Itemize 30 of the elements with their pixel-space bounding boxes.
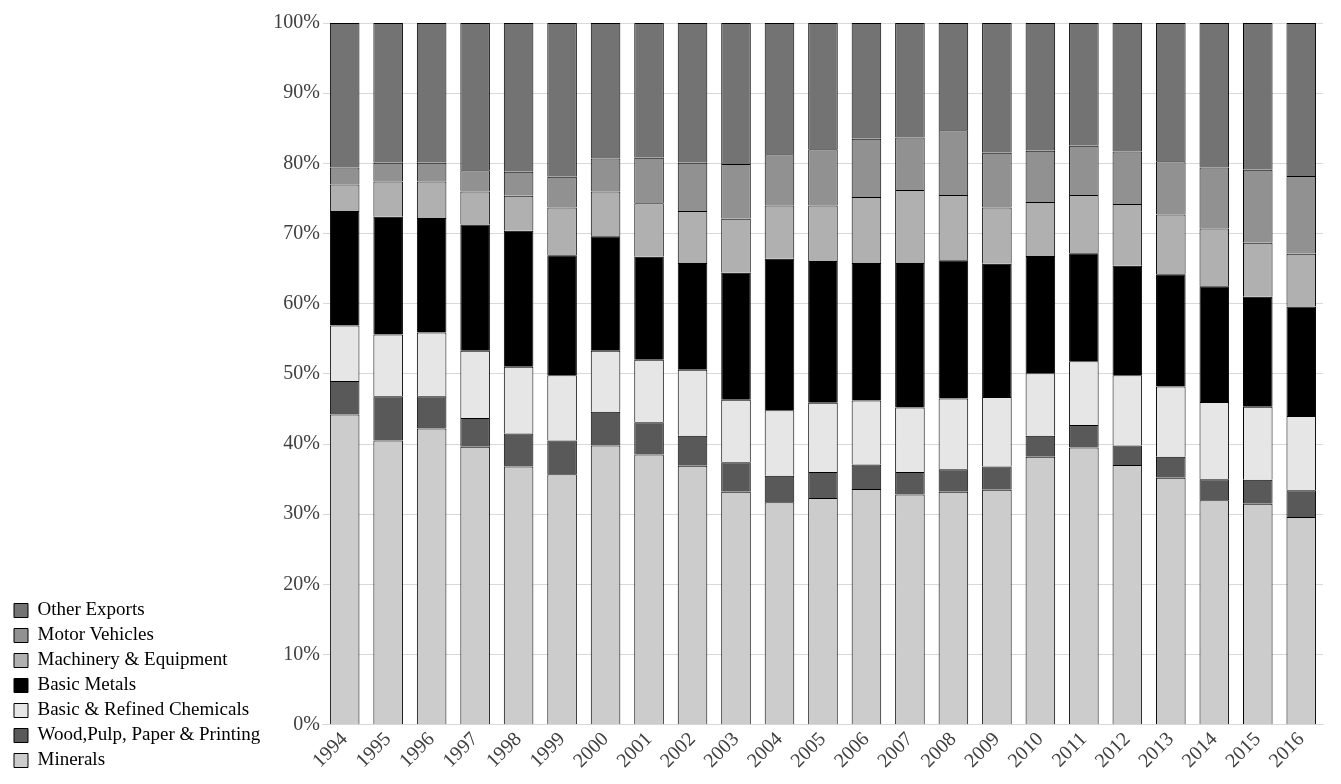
legend-label: Basic & Refined Chemicals <box>37 698 250 720</box>
legend-label: Machinery & Equipment <box>37 648 229 670</box>
bar <box>634 256 664 360</box>
y-tick-label: 80% <box>283 150 320 173</box>
legend-label: Motor Vehicles <box>37 623 154 645</box>
y-tick-label: 60% <box>283 290 320 313</box>
bar <box>1069 253 1099 362</box>
legend-label: Basic Metals <box>37 673 137 695</box>
y-tick-label: 10% <box>283 641 320 664</box>
y-tick-label: 30% <box>283 501 320 524</box>
bar <box>547 255 577 376</box>
y-tick-label: 100% <box>273 10 320 33</box>
y-tick-label: 20% <box>283 571 320 594</box>
legend-label: Minerals <box>37 748 106 770</box>
y-tick-label: 40% <box>283 431 320 454</box>
x-tick-label: 2011 <box>1047 727 1091 771</box>
x-tick-label: 1999 <box>524 727 569 772</box>
y-tick-label: 50% <box>283 361 320 384</box>
y-tick-label: 90% <box>283 80 320 103</box>
legend-label: Wood,Pulp, Paper & Printing <box>37 723 261 745</box>
bar <box>895 263 925 408</box>
bar <box>982 263 1012 398</box>
legend-label: Other Exports <box>37 598 145 620</box>
bar <box>460 224 490 351</box>
bar <box>1156 274 1186 387</box>
bar <box>721 272 751 400</box>
y-tick-label: 70% <box>283 220 320 243</box>
bar <box>808 260 838 403</box>
bar <box>373 216 403 335</box>
y-tick-label: 0% <box>293 712 320 734</box>
